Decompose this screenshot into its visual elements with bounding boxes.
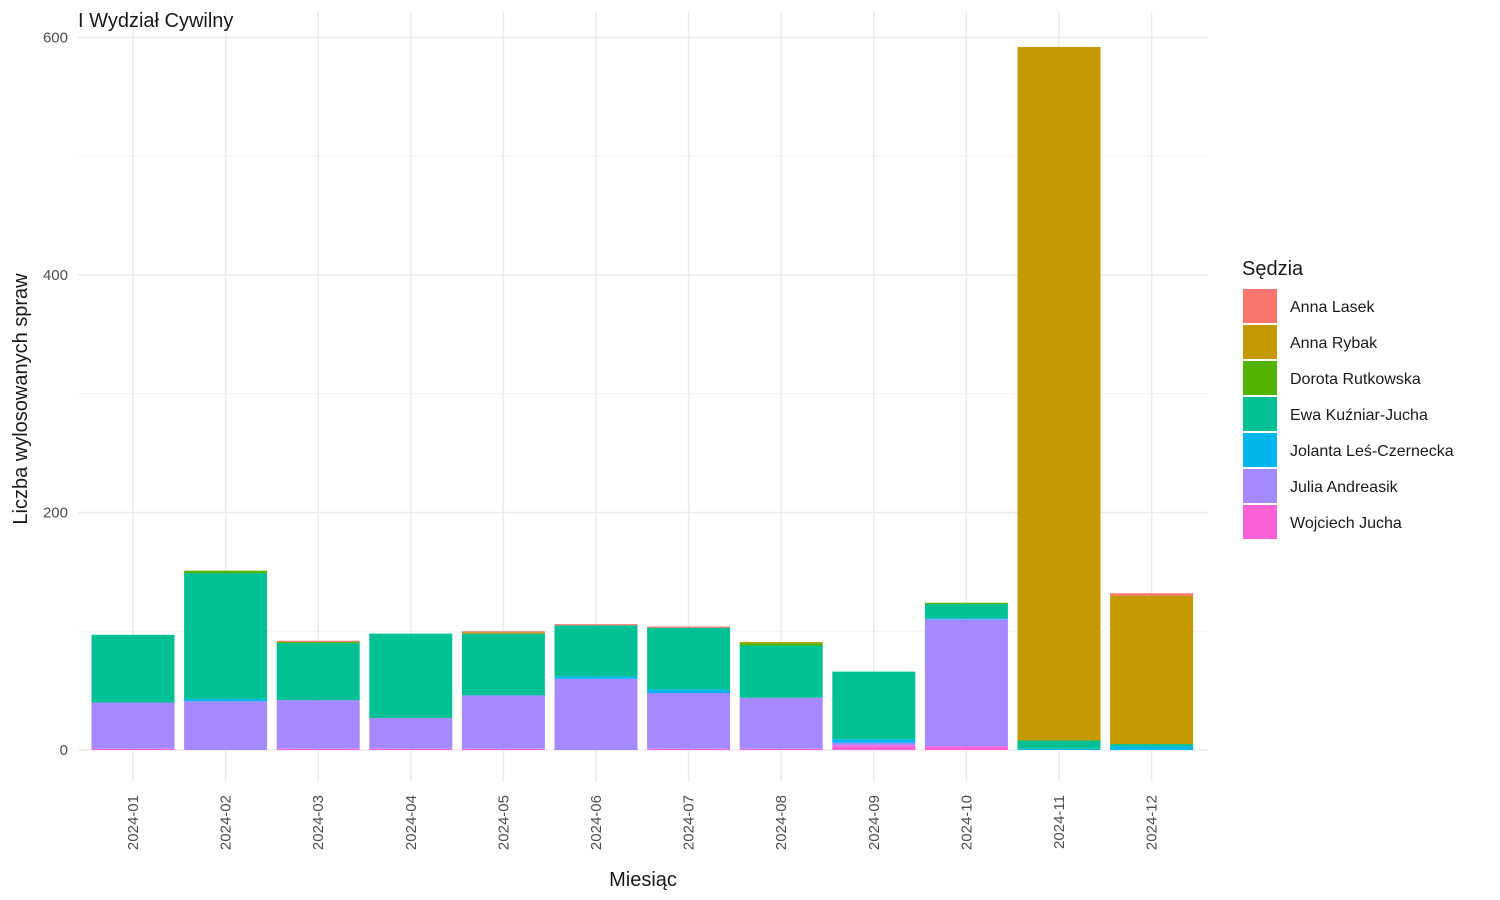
bar-segment: [276, 640, 360, 642]
bar-segment: [647, 627, 731, 690]
x-axis-title: Miesiąc: [609, 869, 677, 891]
bar-segment: [554, 676, 638, 679]
legend-label: Julia Andreasik: [1290, 479, 1399, 496]
x-tick-label: 2024-05: [495, 795, 512, 850]
legend-label: Anna Rybak: [1290, 335, 1378, 352]
y-axis-ticks: 0 200 400 600: [43, 30, 68, 760]
chart-title: I Wydział Cywilny: [78, 10, 233, 32]
bar-segment: [1110, 595, 1194, 745]
legend-swatch: [1243, 469, 1277, 503]
bar-segment: [554, 678, 638, 750]
bar-segment: [184, 701, 268, 750]
bar-segment: [832, 739, 916, 743]
bar-segment: [369, 717, 453, 749]
bar-segment: [276, 700, 360, 749]
x-tick-label: 2024-01: [125, 795, 142, 850]
bar-segment: [647, 626, 731, 628]
y-tick-label: 200: [43, 505, 68, 522]
bar-segment: [832, 745, 916, 750]
bar-segment: [739, 645, 823, 698]
legend-label: Ewa Kuźniar-Jucha: [1290, 407, 1428, 424]
bar-segment: [554, 624, 638, 626]
legend-swatch: [1243, 505, 1277, 539]
bar-segment: [647, 693, 731, 749]
bar-segment: [276, 641, 360, 644]
legend-swatch: [1243, 433, 1277, 467]
bar-segment: [739, 643, 823, 646]
bar-segment: [739, 697, 823, 749]
bar-segment: [276, 748, 360, 750]
bar-segment: [184, 698, 268, 702]
bar-segment: [924, 603, 1008, 619]
bar-segment: [461, 631, 545, 633]
legend-label: Jolanta Leś-Czernecka: [1290, 443, 1454, 460]
bar-segment: [1017, 748, 1101, 750]
bar-segment: [647, 748, 731, 750]
legend-label: Anna Lasek: [1290, 299, 1376, 316]
bar-segment: [369, 633, 453, 718]
x-tick-label: 2024-02: [218, 795, 235, 850]
bar-segment: [924, 746, 1008, 750]
bar-segment: [1110, 744, 1194, 747]
bar-segment: [461, 632, 545, 634]
bar-segment: [91, 634, 175, 703]
bar-segment: [1017, 47, 1101, 741]
bar-segment: [832, 742, 916, 746]
bar-segment: [924, 618, 1008, 620]
legend-swatch: [1243, 361, 1277, 395]
bar-segment: [461, 633, 545, 696]
x-tick-label: 2024-08: [773, 795, 790, 850]
legend-swatch: [1243, 397, 1277, 431]
bar-segment: [924, 602, 1008, 604]
x-tick-label: 2024-12: [1144, 795, 1161, 850]
x-tick-label: 2024-10: [958, 795, 975, 850]
bar-segment: [461, 695, 545, 749]
y-tick-label: 600: [43, 30, 68, 47]
legend-label: Wojciech Jucha: [1290, 515, 1402, 532]
bar-segment: [739, 748, 823, 750]
x-tick-label: 2024-03: [310, 795, 327, 850]
x-tick-label: 2024-04: [403, 795, 420, 850]
legend-swatch: [1243, 325, 1277, 359]
legend: Sędzia Anna Lasek Anna Rybak Dorota Rutkow…: [1242, 258, 1454, 539]
x-axis-ticks: 2024-01 2024-02 2024-03 2024-04 2024-05 2024-…: [125, 795, 1161, 850]
bars: [91, 47, 1194, 750]
bar-segment: [369, 748, 453, 750]
bar-segment: [924, 619, 1008, 747]
bar-segment: [91, 702, 175, 749]
legend-swatch: [1243, 289, 1277, 323]
bar-segment: [91, 748, 175, 750]
x-tick-label: 2024-11: [1051, 795, 1068, 849]
y-tick-label: 400: [43, 267, 68, 284]
bar-segment: [739, 641, 823, 644]
bar-segment: [276, 643, 360, 701]
x-tick-label: 2024-09: [866, 795, 883, 850]
bar-segment: [184, 573, 268, 699]
legend-label: Dorota Rutkowska: [1290, 371, 1421, 388]
bar-segment: [647, 689, 731, 693]
bar-segment: [1110, 746, 1194, 750]
y-tick-label: 0: [60, 742, 68, 759]
x-tick-label: 2024-06: [588, 795, 605, 850]
bar-segment: [554, 625, 638, 677]
bar-segment: [461, 748, 545, 750]
bar-segment: [1017, 740, 1101, 749]
y-axis-title: Liczba wylosowanych spraw: [10, 273, 32, 525]
bar-segment: [832, 671, 916, 740]
legend-title: Sędzia: [1242, 258, 1304, 280]
x-tick-label: 2024-07: [681, 795, 698, 850]
bar-segment: [1110, 593, 1194, 596]
bar-segment: [184, 570, 268, 574]
